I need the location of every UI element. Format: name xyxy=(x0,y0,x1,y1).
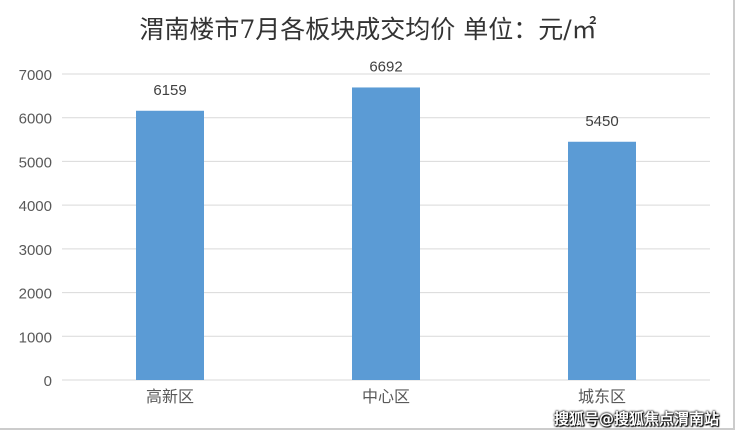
bar xyxy=(136,110,204,380)
x-tick-label: 高新区 xyxy=(146,387,194,406)
y-tick-label: 3000 xyxy=(19,242,52,259)
bar xyxy=(568,141,636,380)
chart-title: 渭南楼市7月各板块成交均价 单位：元/㎡ xyxy=(139,15,596,44)
y-tick-label: 7000 xyxy=(19,67,52,84)
data-label: 5450 xyxy=(585,113,618,130)
bar xyxy=(352,87,420,381)
y-tick-label: 6000 xyxy=(19,111,52,128)
watermark: 搜狐号@搜狐焦点渭南站 xyxy=(553,410,719,428)
data-label: 6159 xyxy=(153,82,186,99)
y-tick-label: 0 xyxy=(44,373,52,390)
data-label: 6692 xyxy=(369,58,402,75)
y-tick-label: 4000 xyxy=(19,198,52,215)
y-tick-label: 2000 xyxy=(19,286,52,303)
y-tick-label: 1000 xyxy=(19,329,52,346)
y-tick-label: 5000 xyxy=(19,154,52,171)
x-tick-label: 城东区 xyxy=(578,387,626,406)
x-tick-label: 中心区 xyxy=(362,387,410,406)
